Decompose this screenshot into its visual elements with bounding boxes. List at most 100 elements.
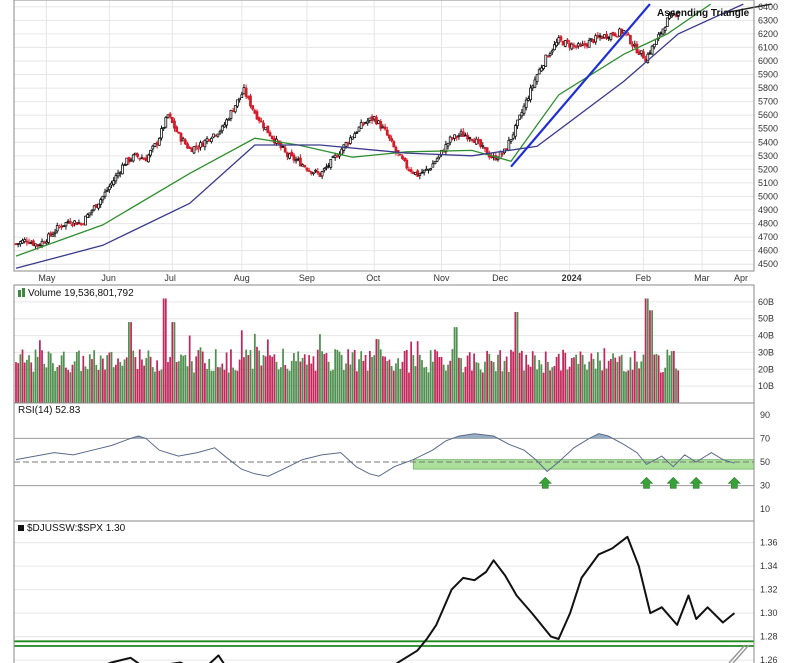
volume-bar (121, 365, 124, 403)
volume-bar (71, 364, 74, 403)
volume-bar (78, 350, 80, 403)
price-candle (97, 203, 100, 211)
volume-bar (544, 351, 547, 403)
month-label: Sep (299, 273, 315, 283)
volume-bar (299, 361, 302, 403)
volume-bar (418, 354, 421, 403)
price-y-tick-label: 4700 (758, 232, 778, 242)
price-candle (288, 152, 291, 160)
price-candle (47, 232, 50, 245)
price-candle (186, 141, 189, 149)
volume-bar (499, 350, 502, 403)
volume-bar (80, 370, 83, 403)
price-candle (316, 168, 320, 175)
price-candle (179, 132, 183, 145)
volume-bar (540, 364, 543, 403)
volume-bar (462, 372, 465, 403)
volume-bar (47, 351, 50, 403)
price-candle (125, 157, 129, 167)
volume-bar (52, 363, 54, 403)
price-y-tick-label: 6400 (758, 2, 778, 12)
volume-bar (280, 367, 282, 403)
volume-bar (460, 358, 462, 403)
volume-bar (290, 360, 293, 403)
volume-bar (195, 356, 198, 403)
volume-bar (497, 354, 499, 403)
price-candle (62, 225, 66, 228)
price-candle (594, 33, 598, 45)
price-candle (353, 131, 357, 139)
volume-bar (112, 367, 115, 403)
volume-bar (193, 372, 195, 403)
ratio-trendline-left (728, 644, 746, 663)
price-candle (516, 119, 519, 129)
ratio-gridlines (14, 542, 754, 661)
volume-bar (373, 355, 376, 403)
price-candle (194, 142, 198, 151)
price-candle (75, 222, 79, 226)
volume-bar (653, 354, 656, 403)
price-candle (151, 144, 155, 153)
volume-bar (592, 359, 595, 403)
volume-bar (395, 363, 397, 403)
price-panel: 6400 6300 6200 6100 6000 5900 5800 5700 5600 5500… (13, 0, 778, 283)
volume-bar (184, 355, 187, 403)
price-candle (216, 133, 220, 138)
price-candle (676, 11, 680, 20)
volume-bar (321, 351, 323, 403)
price-candle (251, 105, 255, 111)
volume-bar (562, 349, 564, 403)
volume-bar (101, 358, 104, 403)
volume-bar (223, 369, 226, 403)
volume-y-tick-label: 50B (758, 314, 774, 324)
volume-bar (659, 372, 662, 403)
volume-bar (164, 298, 167, 403)
volume-bar (614, 357, 617, 403)
price-y-tick-label: 5000 (758, 191, 778, 201)
volume-bar (169, 357, 172, 403)
price-candle (107, 183, 111, 194)
volume-bar (236, 370, 239, 403)
volume-bar (466, 355, 469, 403)
volume-bar (458, 357, 460, 403)
volume-bar (56, 367, 59, 403)
price-candle (259, 117, 263, 123)
volume-bar (249, 350, 252, 403)
month-label: Oct (366, 273, 381, 283)
ratio-panel: $DJUSSW:$SPX 1.30 1.361.341.321.301.281.… (13, 520, 778, 663)
volume-bar (312, 356, 315, 403)
volume-bar (88, 354, 91, 403)
volume-bar (594, 368, 597, 403)
ratio-trendline-right (732, 644, 750, 663)
ratio-frame (13, 520, 755, 663)
volume-bar (551, 367, 554, 403)
ratio-support-lines (14, 640, 754, 647)
volume-bar (438, 357, 441, 403)
price-candle (379, 119, 383, 132)
price-candle (385, 126, 389, 137)
price-candle (210, 136, 213, 144)
price-candle (665, 17, 669, 28)
volume-bar (423, 367, 426, 403)
volume-bar (201, 351, 204, 403)
volume-bar (490, 360, 493, 403)
price-candle (183, 138, 187, 146)
price-candle (670, 11, 674, 19)
ratio-line (107, 535, 736, 663)
price-candle (266, 125, 270, 134)
price-candle (157, 137, 161, 146)
price-candle (663, 26, 667, 34)
volume-bar (45, 367, 48, 403)
volume-bar (445, 370, 447, 403)
price-candle (431, 160, 435, 168)
price-candle (244, 84, 248, 100)
price-candle (71, 221, 74, 228)
ratio-y-tick-label: 1.36 (760, 538, 778, 548)
month-label: Aug (234, 273, 250, 283)
volume-bar (238, 359, 241, 403)
month-label: Dec (492, 273, 509, 283)
volume-bar (175, 362, 178, 403)
volume-bar (553, 365, 556, 403)
volume-bar (623, 371, 625, 403)
